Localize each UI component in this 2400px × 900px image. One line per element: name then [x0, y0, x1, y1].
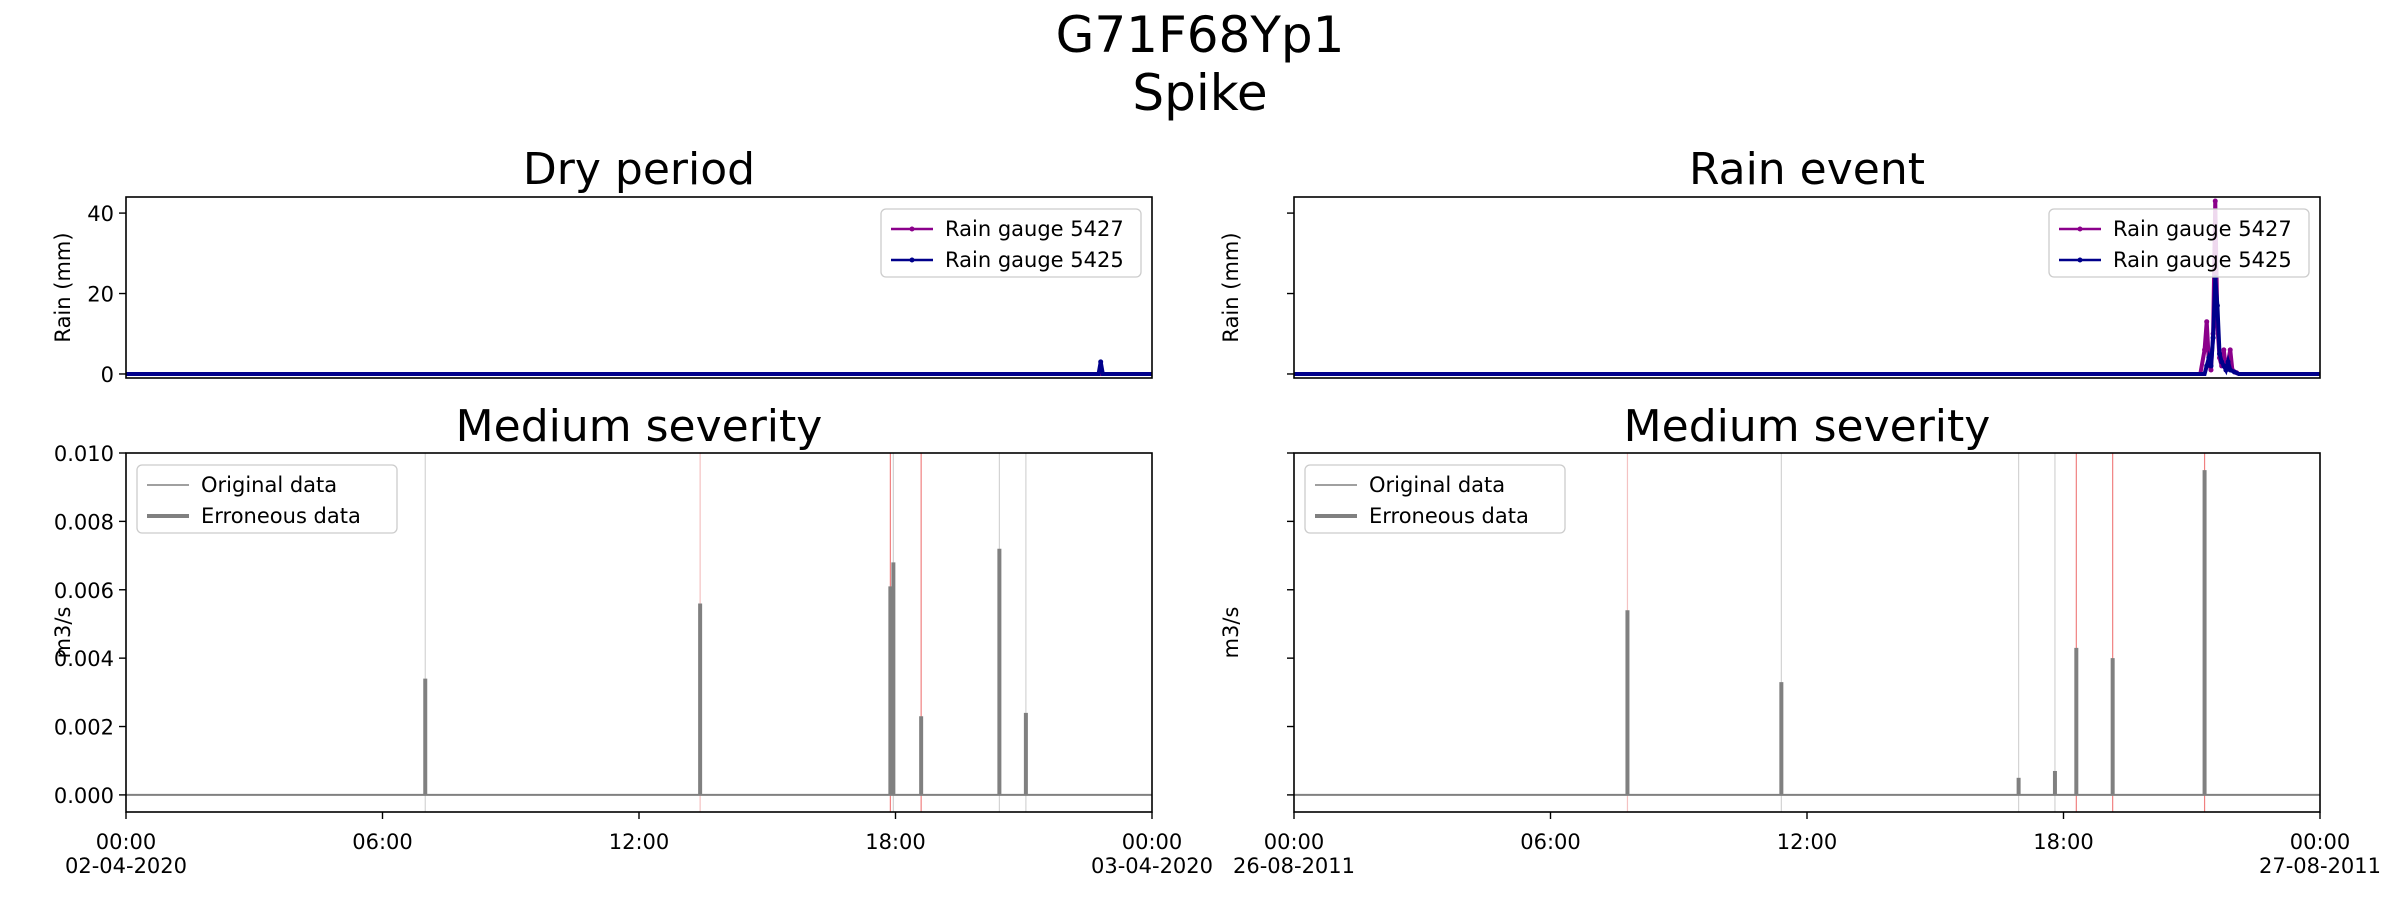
- data-point: [2206, 355, 2212, 361]
- x-tick-label: 00:00: [1264, 830, 1325, 854]
- y-tick-label: 0.000: [54, 784, 114, 808]
- series-line: [126, 361, 1152, 376]
- y-tick-label: 0.008: [54, 510, 114, 534]
- legend-marker: [909, 226, 915, 232]
- legend-label: Rain gauge 5427: [2113, 217, 2292, 241]
- legend-marker: [909, 257, 915, 263]
- data-point: [2208, 367, 2214, 373]
- x-tick-date-label: 26-08-2011: [1233, 854, 1355, 878]
- y-axis-label: m3/s: [51, 607, 75, 659]
- legend-label: Rain gauge 5427: [945, 217, 1124, 241]
- data-point: [2210, 335, 2216, 341]
- axes-frame: [1293, 196, 2321, 379]
- data-point: [2202, 347, 2208, 353]
- series-line: [1294, 277, 2320, 376]
- y-tick-label: 0.010: [54, 442, 114, 466]
- y-axis-label: Rain (mm): [51, 232, 75, 342]
- chart-panel-bottom-left: Medium severity m3/s 0.000 0.002 0.004 0.006 0…: [51, 401, 1213, 878]
- panel-title: Dry period: [523, 144, 755, 195]
- x-tick-label: 18:00: [2033, 830, 2094, 854]
- legend-label: Rain gauge 5425: [2113, 248, 2292, 272]
- data-point: [2221, 347, 2227, 353]
- legend: Rain gauge 5427 Rain gauge 5425: [2048, 208, 2310, 278]
- y-tick-label: 0.002: [54, 716, 114, 740]
- plot-area: [1294, 453, 2320, 812]
- legend-label: Rain gauge 5425: [945, 248, 1124, 272]
- panel-title: Medium severity: [456, 401, 823, 452]
- y-tick-label: 20: [87, 283, 114, 307]
- axes-frame: [125, 196, 1153, 379]
- legend-box: [1304, 464, 1566, 534]
- data-point: [2219, 359, 2225, 365]
- plot-area: [1294, 198, 2320, 376]
- legend-label: Erroneous data: [1369, 504, 1529, 528]
- data-point: [2227, 367, 2233, 373]
- figure-subtitle: Spike: [1132, 64, 1267, 122]
- legend-label: Erroneous data: [201, 504, 361, 528]
- legend: Original data Erroneous data: [1304, 464, 1566, 534]
- legend-box: [880, 208, 1142, 278]
- panel-title: Medium severity: [1624, 401, 1991, 452]
- y-axis-label: m3/s: [1219, 607, 1243, 659]
- data-point: [2225, 359, 2231, 365]
- x-tick-label: 00:00: [2290, 830, 2351, 854]
- legend-marker: [2077, 257, 2083, 263]
- data-point: [2212, 198, 2218, 204]
- data-point: [2227, 347, 2233, 353]
- plot-area: [126, 453, 1152, 812]
- data-point: [2223, 367, 2229, 373]
- x-tick-date-label: 27-08-2011: [2259, 854, 2381, 878]
- y-tick-label: 0.004: [54, 647, 114, 671]
- x-tick-label: 00:00: [1122, 830, 1183, 854]
- legend-label: Original data: [1369, 473, 1505, 497]
- figure-title: G71F68Yp1: [1056, 6, 1345, 64]
- data-point: [1098, 359, 1104, 365]
- x-tick-label: 18:00: [865, 830, 926, 854]
- x-tick-label: 12:00: [1777, 830, 1838, 854]
- data-point: [2214, 303, 2220, 309]
- data-point: [2232, 369, 2237, 375]
- legend: Original data Erroneous data: [136, 464, 398, 534]
- data-point: [2221, 363, 2227, 369]
- data-point: [2217, 351, 2223, 357]
- legend-box: [2048, 208, 2310, 278]
- panel-title: Rain event: [1689, 144, 1925, 195]
- y-tick-label: 0: [101, 363, 114, 387]
- plot-area: [126, 359, 1152, 376]
- legend: Rain gauge 5427 Rain gauge 5425: [880, 208, 1142, 278]
- x-tick-label: 00:00: [96, 830, 157, 854]
- x-tick-label: 06:00: [1520, 830, 1581, 854]
- data-point: [2204, 319, 2210, 325]
- x-tick-label: 12:00: [609, 830, 670, 854]
- x-tick-date-label: 03-04-2020: [1091, 854, 1213, 878]
- legend-marker: [2077, 226, 2083, 232]
- x-tick-date-label: 02-04-2020: [65, 854, 187, 878]
- legend-label: Original data: [201, 473, 337, 497]
- y-tick-label: 40: [87, 202, 114, 226]
- data-point: [2208, 363, 2214, 369]
- x-tick-label: 06:00: [352, 830, 413, 854]
- data-point: [2204, 363, 2210, 369]
- y-tick-label: 0.006: [54, 579, 114, 603]
- y-axis-label: Rain (mm): [1219, 232, 1243, 342]
- legend-box: [136, 464, 398, 534]
